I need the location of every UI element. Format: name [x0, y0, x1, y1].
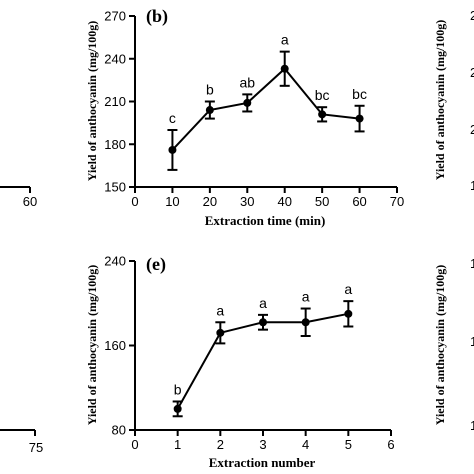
y-tick-label: 160 — [104, 338, 126, 353]
right-top-tick: 2 — [470, 122, 474, 137]
right-top-ylabel: Yield of anthocyanin (mg/100g) — [433, 20, 447, 181]
panel-e: Yield of anthocyanin (mg/100g) (e) Extra… — [85, 254, 395, 471]
x-tick-label: 6 — [387, 437, 394, 452]
right-top-tick: 1 — [470, 178, 474, 193]
panel-b: Yield of anthocyanin (mg/100g) (b) Extra… — [85, 6, 404, 228]
y-tick-label: 240 — [104, 51, 126, 66]
significance-letter: ab — [239, 74, 255, 90]
significance-letter: a — [259, 295, 267, 311]
left-bottom-tick-label: 75 — [29, 440, 43, 455]
right-top-tick: 2 — [470, 8, 474, 23]
significance-letter: bc — [352, 86, 367, 102]
y-tick-label: 210 — [104, 94, 126, 109]
panel-b-ylabel: Yield of anthocyanin (mg/100g) — [85, 21, 99, 182]
significance-letter: a — [302, 289, 310, 305]
x-tick-label: 10 — [165, 194, 179, 209]
data-point — [173, 404, 182, 413]
panel-e-label: (e) — [146, 254, 166, 275]
panel-e-ylabel: Yield of anthocyanin (mg/100g) — [85, 265, 99, 426]
significance-letter: c — [169, 110, 176, 126]
x-tick-label: 4 — [302, 437, 309, 452]
y-tick-label: 240 — [104, 254, 126, 269]
data-point — [168, 145, 177, 154]
series-line — [171, 67, 360, 151]
data-point — [259, 318, 267, 327]
y-tick-label: 270 — [104, 9, 126, 24]
panel-b-xlabel: Extraction time (min) — [205, 213, 326, 228]
x-tick-label: 5 — [345, 437, 352, 452]
data-point — [205, 106, 214, 115]
right-bottom-tick: 1 — [470, 256, 474, 271]
left-neighbor-panels: 60 75 — [0, 186, 43, 455]
x-tick-label: 70 — [390, 194, 404, 209]
x-tick-label: 30 — [240, 194, 254, 209]
x-tick-label: 40 — [277, 194, 291, 209]
data-point — [243, 98, 252, 107]
panel-e-xlabel: Extraction number — [209, 455, 316, 470]
significance-letter: b — [174, 381, 182, 397]
right-bottom-tick: 1 — [470, 418, 474, 433]
y-tick-label: 150 — [104, 180, 126, 195]
data-point — [216, 328, 225, 337]
significance-letter: bc — [315, 87, 330, 103]
data-point — [280, 64, 289, 73]
right-top-tick: 2 — [470, 65, 474, 80]
significance-letter: a — [281, 32, 289, 48]
data-point — [344, 309, 353, 318]
y-tick-label: 180 — [104, 137, 126, 152]
x-tick-label: 1 — [174, 437, 181, 452]
x-tick-label: 3 — [259, 437, 266, 452]
significance-letter: a — [216, 302, 224, 318]
significance-letter: a — [344, 281, 352, 297]
data-point — [301, 318, 310, 327]
right-bottom-tick: 1 — [470, 334, 474, 349]
left-top-tick-label: 60 — [23, 194, 37, 209]
y-tick-label: 80 — [112, 423, 126, 438]
significance-letter: b — [206, 82, 214, 98]
x-tick-label: 0 — [131, 194, 138, 209]
right-neighbor-panels: Yield of anthocyanin (mg/100g) 2 2 2 1 Y… — [433, 8, 474, 433]
data-point — [355, 114, 364, 123]
x-tick-label: 50 — [315, 194, 329, 209]
x-tick-label: 2 — [217, 437, 224, 452]
x-tick-label: 60 — [352, 194, 366, 209]
right-bottom-ylabel: Yield of anthocyanin (mg/100g) — [433, 265, 447, 426]
x-tick-label: 20 — [203, 194, 217, 209]
panel-b-label: (b) — [146, 6, 168, 27]
x-tick-label: 0 — [131, 437, 138, 452]
data-point — [318, 110, 327, 119]
